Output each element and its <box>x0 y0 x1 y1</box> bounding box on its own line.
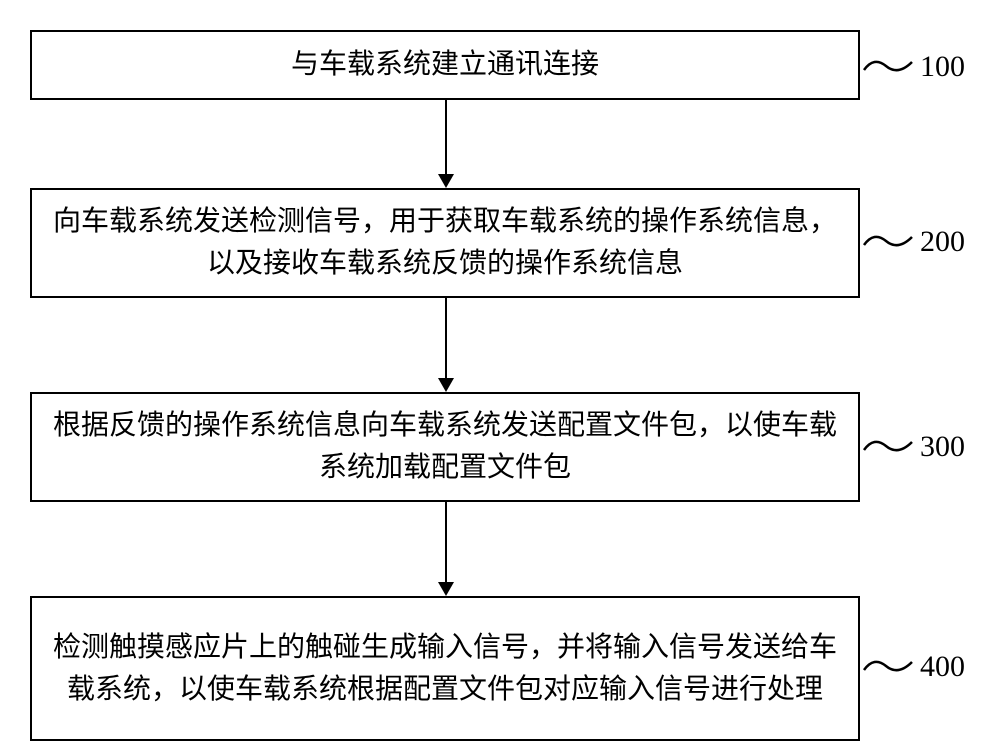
flow-step-text: 检测触摸感应片上的触碰生成输入信号，并将输入信号发送给车载系统，以使车载系统根据… <box>52 627 838 711</box>
flow-arrow-line <box>445 100 447 174</box>
flow-arrow-head <box>438 582 454 596</box>
connector-tilde <box>862 52 914 80</box>
flow-step-box4: 检测触摸感应片上的触碰生成输入信号，并将输入信号发送给车载系统，以使车载系统根据… <box>30 596 860 741</box>
flow-step-box3: 根据反馈的操作系统信息向车载系统发送配置文件包，以使车载系统加载配置文件包 <box>30 392 860 502</box>
flow-arrow-line <box>445 502 447 582</box>
flow-step-text: 根据反馈的操作系统信息向车载系统发送配置文件包，以使车载系统加载配置文件包 <box>52 405 838 489</box>
connector-tilde <box>862 652 914 680</box>
flow-arrow-head <box>438 378 454 392</box>
flow-step-text: 向车载系统发送检测信号，用于获取车载系统的操作系统信息，以及接收车载系统反馈的操… <box>52 201 838 285</box>
step-label-300: 300 <box>920 430 965 464</box>
flow-arrow-head <box>438 174 454 188</box>
step-label-200: 200 <box>920 225 965 259</box>
step-label-400: 400 <box>920 650 965 684</box>
connector-tilde <box>862 227 914 255</box>
flow-step-text: 与车载系统建立通讯连接 <box>291 44 599 86</box>
step-label-100: 100 <box>920 50 965 84</box>
flow-step-box2: 向车载系统发送检测信号，用于获取车载系统的操作系统信息，以及接收车载系统反馈的操… <box>30 188 860 298</box>
connector-tilde <box>862 432 914 460</box>
flow-step-box1: 与车载系统建立通讯连接 <box>30 30 860 100</box>
flow-arrow-line <box>445 298 447 378</box>
